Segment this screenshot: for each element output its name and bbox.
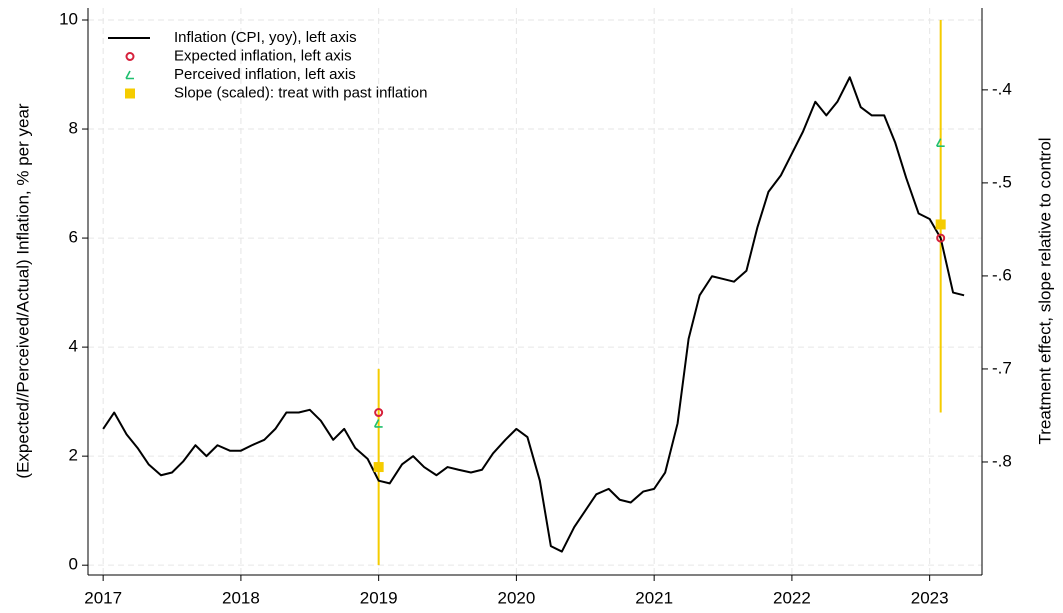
y-tick-label: 2 [69,446,78,465]
marker [936,233,946,243]
marker [935,138,945,147]
y2-axis-title: Treatment effect, slope relative to cont… [1035,137,1054,444]
y-tick-label: 6 [69,228,78,247]
marker [373,419,383,428]
y2-tick-label: -.7 [992,358,1012,377]
x-tick-label: 2020 [497,588,535,607]
marker [374,408,384,418]
legend-label: Perceived inflation, left axis [174,66,356,83]
x-tick-label: 2023 [911,588,949,607]
y-tick-label: 4 [69,337,78,356]
x-tick-label: 2018 [222,588,260,607]
legend-swatch [125,52,135,61]
y2-tick-label: -.4 [992,79,1012,98]
x-tick-label: 2017 [84,588,122,607]
marker [373,462,384,473]
legend-swatch [125,88,135,99]
line [102,76,965,553]
y-axis-title: (Expected//Perceived/Actual) Inflation, … [13,103,32,478]
legend-label: Inflation (CPI, yoy), left axis [174,29,357,46]
y-tick-label: 0 [69,555,78,574]
y2-tick-label: -.6 [992,265,1012,284]
legend-label: Expected inflation, left axis [174,47,352,64]
x-tick-label: 2022 [773,588,811,607]
y2-tick-label: -.8 [992,451,1012,470]
x-tick-label: 2021 [635,588,673,607]
y2-tick-label: -.5 [992,172,1012,191]
y-tick-label: 10 [59,9,78,28]
marker [935,219,946,230]
legend-label: Slope (scaled): treat with past inflatio… [174,84,427,101]
x-tick-label: 2019 [360,588,398,607]
legend-swatch [125,70,134,80]
y-tick-label: 8 [69,119,78,138]
